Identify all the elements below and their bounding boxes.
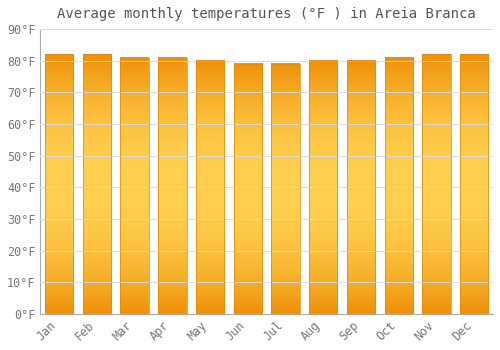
- Bar: [196, 61, 224, 314]
- Title: Average monthly temperatures (°F ) in Areia Branca: Average monthly temperatures (°F ) in Ar…: [58, 7, 476, 21]
- Bar: [422, 54, 450, 314]
- Bar: [272, 64, 299, 314]
- Bar: [384, 57, 413, 314]
- Bar: [158, 57, 186, 314]
- Bar: [120, 57, 149, 314]
- Bar: [347, 61, 375, 314]
- Bar: [83, 54, 111, 314]
- Bar: [309, 61, 338, 314]
- Bar: [460, 54, 488, 314]
- Bar: [45, 54, 74, 314]
- Bar: [234, 64, 262, 314]
